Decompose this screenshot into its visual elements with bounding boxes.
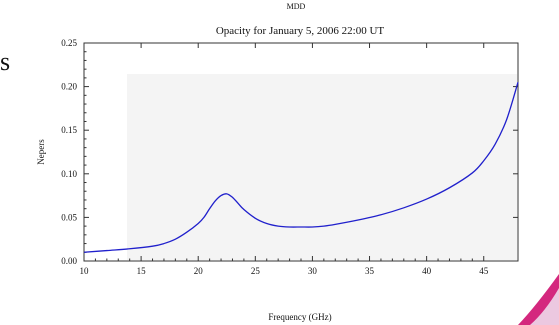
x-tick-label: 45 bbox=[479, 266, 489, 276]
x-tick-label: 20 bbox=[194, 266, 204, 276]
series-line-0 bbox=[83, 82, 519, 253]
x-axis-title: Frequency (GHz) bbox=[268, 312, 331, 322]
chart-title: Opacity for January 5, 2006 22:00 UT bbox=[216, 25, 385, 37]
x-tick-label: 15 bbox=[137, 266, 147, 276]
corner-accent-inner bbox=[530, 288, 559, 325]
ticks bbox=[83, 42, 518, 262]
y-tick-label: 0.10 bbox=[61, 169, 77, 179]
side-letter: s bbox=[0, 47, 10, 76]
y-tick-label: 0.20 bbox=[61, 82, 77, 92]
y-axis-title: Nepers bbox=[36, 139, 46, 165]
tick-labels: 10 15 20 25 30 35 40 45 0.00 0.05 0.10 0.15 0.20 0.25 bbox=[61, 38, 488, 276]
y-tick-label: 0.25 bbox=[61, 38, 77, 48]
x-tick-label: 40 bbox=[422, 266, 432, 276]
x-tick-label: 10 bbox=[80, 266, 90, 276]
x-tick-label: 35 bbox=[365, 266, 375, 276]
series-layer bbox=[83, 82, 519, 253]
x-tick-label: 30 bbox=[308, 266, 318, 276]
x-tick-label: 25 bbox=[251, 266, 261, 276]
plot-background bbox=[127, 74, 517, 260]
y-tick-label: 0.15 bbox=[61, 125, 77, 135]
y-tick-label: 0.05 bbox=[61, 212, 77, 222]
figure-suptitle: MDD bbox=[287, 2, 306, 11]
y-tick-label: 0.00 bbox=[61, 256, 77, 266]
